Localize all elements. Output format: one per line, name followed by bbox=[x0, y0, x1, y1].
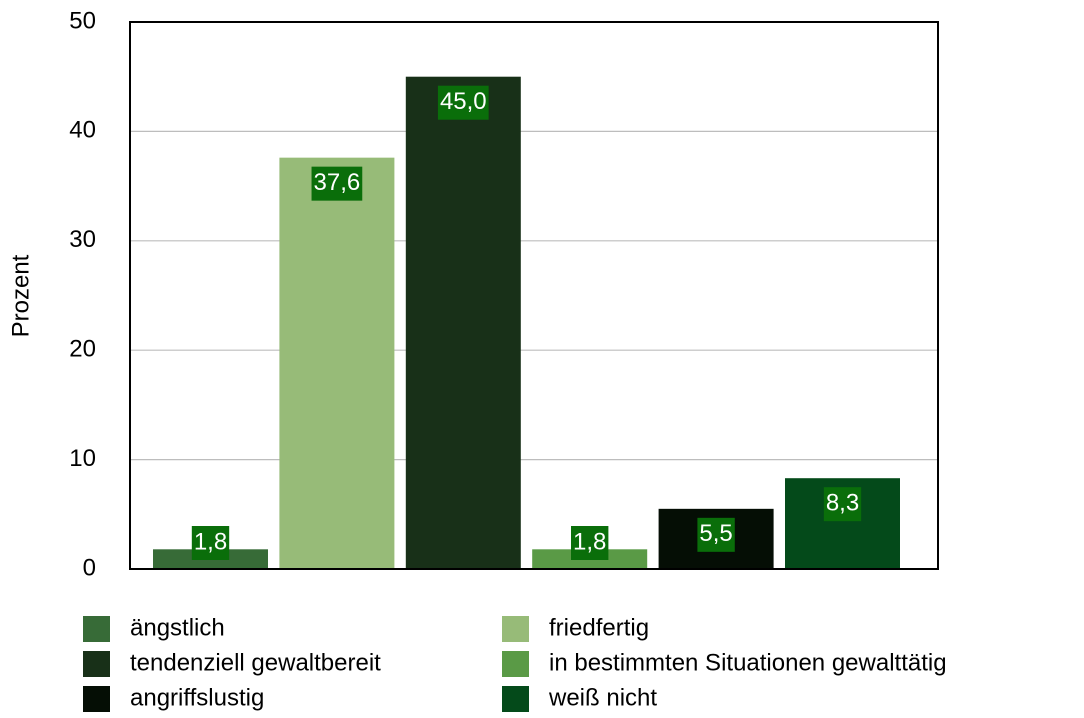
y-tick-label: 30 bbox=[69, 226, 96, 253]
value-label-bg bbox=[437, 85, 489, 120]
y-tick-label: 40 bbox=[69, 117, 96, 144]
y-tick-label: 0 bbox=[83, 554, 96, 581]
value-label-bg bbox=[823, 487, 862, 522]
value-label: 5,5 bbox=[699, 520, 732, 547]
legend-label: ängstlich bbox=[130, 614, 225, 641]
legend-swatch bbox=[502, 651, 529, 677]
y-tick-label: 20 bbox=[69, 336, 96, 363]
bar bbox=[279, 157, 395, 569]
value-label: 8,3 bbox=[826, 490, 859, 517]
legend-label: weiß nicht bbox=[548, 684, 657, 711]
value-label: 37,6 bbox=[314, 169, 361, 196]
legend-swatch bbox=[502, 686, 529, 712]
value-label-bg bbox=[697, 517, 735, 552]
legend-label: friedfertig bbox=[549, 614, 649, 641]
legend-swatch bbox=[502, 616, 529, 642]
value-label: 1,8 bbox=[573, 528, 606, 555]
legend-swatch bbox=[83, 651, 110, 677]
value-label: 45,0 bbox=[440, 88, 487, 115]
legend-swatch bbox=[83, 616, 110, 642]
legend-swatch bbox=[83, 686, 110, 712]
plot-frame bbox=[129, 21, 939, 570]
y-axis-label: Prozent bbox=[7, 254, 34, 337]
value-label: 1,8 bbox=[194, 528, 227, 555]
plot-area bbox=[130, 22, 938, 569]
value-label-bg bbox=[311, 166, 363, 201]
y-tick-label: 10 bbox=[69, 445, 96, 472]
value-label-bg bbox=[571, 526, 609, 560]
y-tick-label: 50 bbox=[69, 7, 96, 34]
value-label-bg bbox=[191, 526, 230, 560]
legend-label: tendenziell gewaltbereit bbox=[130, 649, 381, 676]
legend-label: angriffslustig bbox=[130, 684, 264, 711]
bar bbox=[405, 76, 521, 569]
legend-label: in bestimmten Situationen gewalttätig bbox=[549, 649, 947, 676]
